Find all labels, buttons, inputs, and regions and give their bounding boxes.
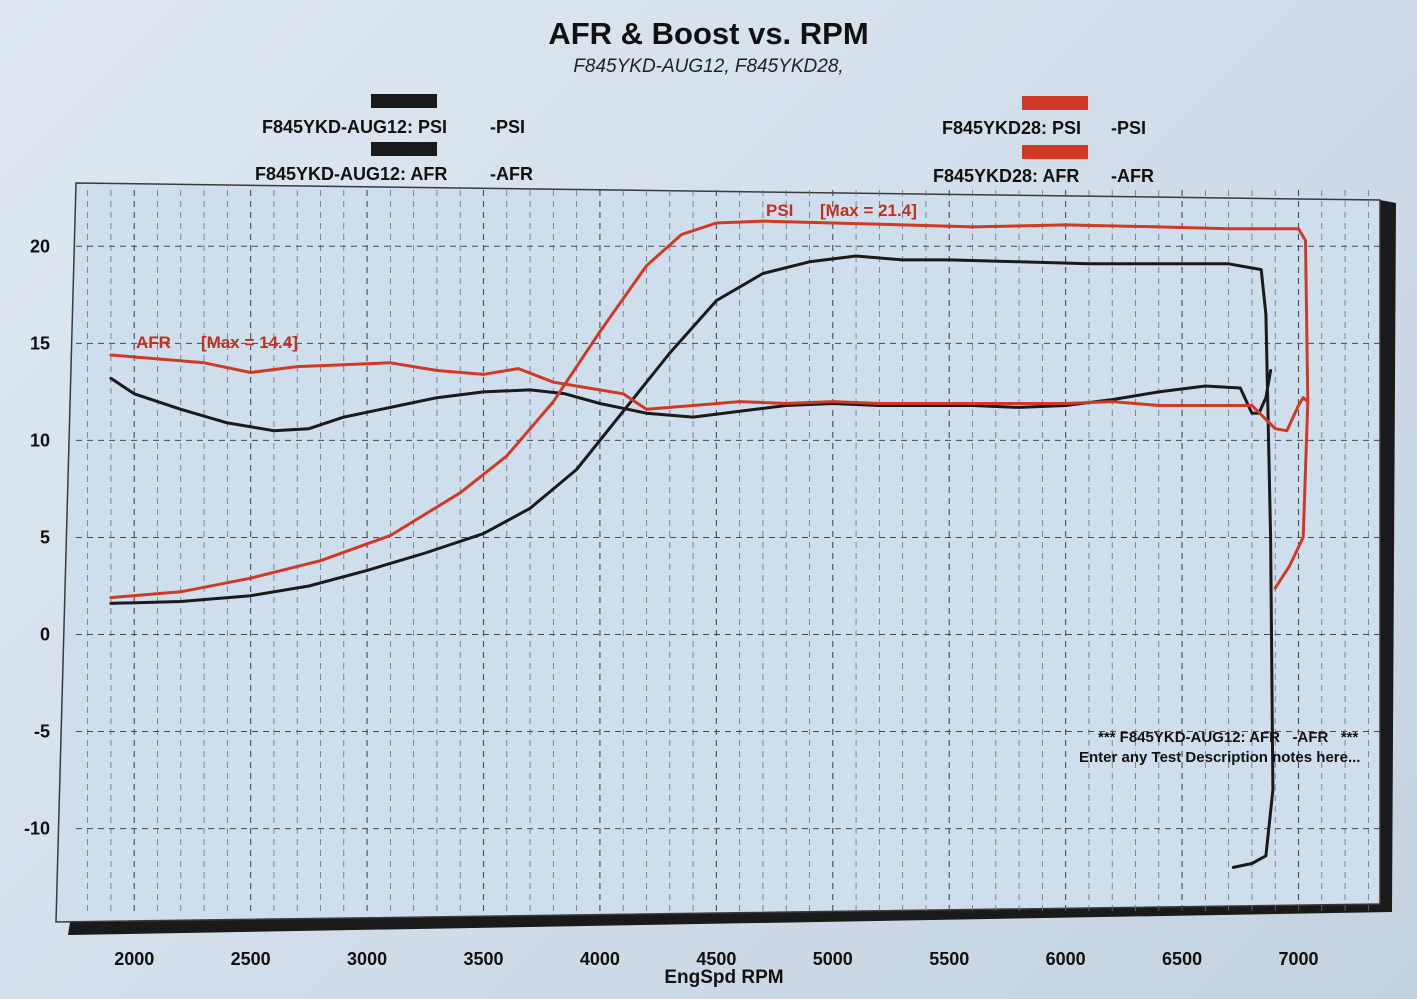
series-line-1 — [109, 254, 1275, 869]
note-line-2: Enter any Test Description notes here... — [1079, 749, 1360, 766]
grid-layer — [76, 190, 1380, 914]
x-tick-label: 3500 — [463, 949, 503, 969]
y-tick-label: 20 — [30, 236, 50, 256]
legend-unit-ykd28-psi: -PSI — [1111, 118, 1147, 138]
legend-label-ykd28-psi: F845YKD28: PSI — [942, 118, 1082, 138]
legend-swatch-aug12-afr — [371, 142, 437, 156]
x-tick-label: 2500 — [231, 949, 271, 969]
y-tick-label: 0 — [40, 624, 50, 644]
x-tick-label: 5500 — [929, 949, 969, 969]
legend-unit-ykd28-afr: -AFR — [1111, 166, 1154, 186]
y-tick-label: 10 — [30, 430, 50, 450]
psi-max-name: PSI — [766, 201, 793, 220]
chart-subtitle: F845YKD-AUG12, F845YKD28, — [573, 56, 844, 77]
x-tick-label: 2000 — [114, 949, 154, 969]
legend-swatch-ykd28-afr — [1022, 145, 1088, 159]
x-tick-label: 4000 — [580, 949, 620, 969]
legend-label-ykd28-afr: F845YKD28: AFR — [933, 166, 1080, 186]
legend-unit-aug12-psi: -PSI — [490, 117, 526, 137]
legend-label-aug12-psi: F845YKD-AUG12: PSI — [262, 117, 448, 137]
legend-swatch-aug12-psi — [371, 94, 437, 108]
series-line-2 — [109, 369, 1273, 433]
afr-max-name: AFR — [136, 333, 171, 352]
chart-title: AFR & Boost vs. RPM — [548, 16, 869, 51]
y-tick-label: -10 — [24, 819, 50, 839]
x-tick-label: 6500 — [1162, 949, 1202, 969]
note-line-1: *** F845YKD-AUG12: AFR -AFR *** — [1098, 729, 1358, 746]
series-line-3 — [109, 219, 1310, 600]
legend-label-aug12-afr: F845YKD-AUG12: AFR — [255, 164, 448, 184]
plot-area — [55, 182, 1381, 923]
x-tick-label: 6000 — [1046, 949, 1086, 969]
y-tick-label: 5 — [40, 527, 50, 547]
afr-max-label: [Max = 14.4] — [201, 333, 298, 352]
legend-unit-aug12-afr: -AFR — [490, 164, 533, 184]
x-axis-label: EngSpd RPM — [664, 967, 783, 988]
x-tick-label: 4500 — [696, 949, 736, 969]
x-tick-label: 5000 — [813, 949, 853, 969]
psi-max-label: [Max = 21.4] — [820, 201, 917, 220]
x-tick-label: 7000 — [1278, 949, 1318, 969]
series-line-4 — [109, 353, 1310, 433]
tick-labels: 2000 2500 3000 3500 4000 4500 5000 5500 6000 6500… — [24, 236, 1319, 969]
y-tick-label: -5 — [34, 722, 50, 742]
x-tick-label: 3000 — [347, 949, 387, 969]
series-layer — [109, 219, 1310, 869]
y-tick-label: 15 — [30, 333, 50, 353]
legend-swatch-ykd28-psi — [1022, 96, 1088, 110]
